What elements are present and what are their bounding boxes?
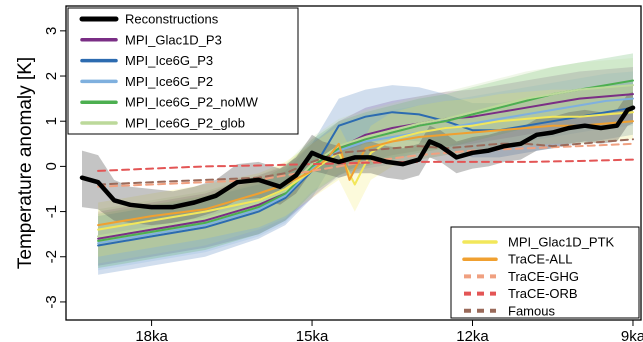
y-tick-label: -3 [43,295,60,308]
x-tick-label: 9ka [621,328,643,342]
legend-label-mpi-glac1d-ptk: MPI_Glac1D_PTK [508,235,615,250]
legend-label-trace-ghg: TraCE-GHG [508,269,579,284]
band-mpi-glac1d-ptk [98,85,634,257]
y-tick-label: -2 [43,250,60,263]
line-mpi-ice6g-p2-glob [97,84,634,238]
band-mpi-ice6g-p3 [98,80,634,275]
axes: 18ka 15ka 12ka 9ka -3 -2 -1 0 1 2 3 [43,27,643,342]
legend-label-mpi-ice6g-p2-nomw: MPI_Ice6G_P2_noMW [125,95,259,110]
line-mpi-glac1d-ptk [97,111,634,231]
legend-label-mpi-glac1d-p3: MPI_Glac1D_P3 [125,32,222,47]
legend-bottom-right: MPI_Glac1D_PTK TraCE-ALL TraCE-GHG TraCE-OR… [450,226,640,319]
legend-label-mpi-ice6g-p3: MPI_Ice6G_P3 [125,53,213,68]
y-tick-label: 0 [43,162,60,170]
legend-label-mpi-ice6g-p2: MPI_Ice6G_P2 [125,74,213,89]
line-mpi-glac1d-p3 [97,93,634,240]
line-mpi-ice6g-p2 [97,97,634,245]
series-lines [79,79,636,247]
legend-label-trace-orb: TraCE-ORB [508,286,578,301]
legend-label-trace-all: TraCE-ALL [508,252,573,267]
line-famous [97,138,634,186]
legend-box [67,7,299,135]
plot-frame [65,5,642,321]
legend-label-mpi-ice6g-p2-glob: MPI_Ice6G_P2_glob [125,116,245,131]
y-tick-label: -1 [43,205,60,218]
legend-label-famous: Famous [508,303,555,318]
y-axis-title: Temperature anomaly [K] [15,57,36,269]
line-trace-orb [97,158,634,172]
x-tick-label: 12ka [456,328,489,342]
legend-top-left: Reconstructions MPI_Glac1D_P3 MPI_Ice6G_P3… [67,7,299,135]
line-trace-all [97,120,634,227]
band-mpi-glac1d-p3 [98,67,634,266]
line-mpi-ice6g-p3 [97,106,634,247]
y-tick-label: 1 [43,117,60,125]
x-tick-label: 15ka [296,328,329,342]
x-tick-label: 18ka [135,328,168,342]
y-tick-label: 2 [43,72,60,80]
legend-label-reconstructions: Reconstructions [125,12,219,27]
line-reconstructions [79,105,636,210]
y-tick-label: 3 [43,27,60,35]
